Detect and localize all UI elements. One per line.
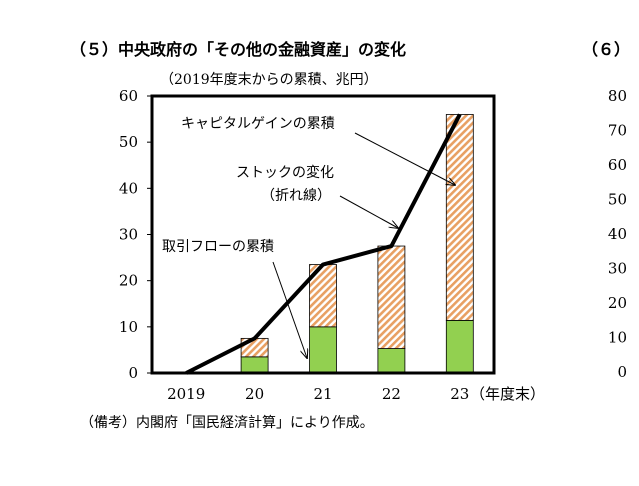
y-tick-label-6: 30 (608, 260, 627, 278)
x-tick-label: 23 (450, 385, 469, 403)
legend-stock-change-label: ストックの変化 (236, 164, 334, 181)
y-tick-label-6: 0 (617, 363, 627, 381)
y-tick-label: 50 (119, 133, 138, 151)
y-tick-label: 60 (119, 87, 138, 105)
annotation-arrow-flow (272, 261, 307, 358)
y-tick-label-6: 40 (608, 225, 627, 243)
y-tick-label-6: 20 (608, 294, 627, 312)
x-tick-label: 22 (382, 385, 401, 403)
stock-change-line (185, 113, 462, 375)
bar-flow (377, 348, 406, 374)
bar-flow (445, 319, 474, 374)
y-tick-label-6: 50 (608, 191, 627, 209)
bar-capital-gain (309, 264, 337, 328)
annotation-arrow-capital-gain (354, 132, 455, 185)
x-tick-label: 20 (245, 385, 264, 403)
y-tick-label-6: 10 (608, 329, 627, 347)
y-tick-label-6: 60 (608, 156, 627, 174)
chart-subtitle: （2019年度末からの累積、兆円） (160, 72, 378, 88)
chart-title: （５）中央政府の「その他の金融資産」の変化 (70, 40, 406, 59)
plot-area-6: 0 10 20 30 40 50 60 70 80 (608, 87, 627, 381)
legend-stock-change-sublabel: （折れ線） (261, 188, 331, 204)
y-tick-label-6: 80 (608, 87, 627, 105)
bar-flow (309, 326, 337, 374)
source-note: （備考）内閣府「国民経済計算」により作成。 (80, 415, 374, 431)
legend-capital-gain-label: キャピタルゲインの累積 (181, 116, 335, 132)
bar-flow (240, 356, 269, 374)
x-tick-label: 21 (313, 385, 332, 403)
bar-capital-gain (445, 114, 474, 321)
plot-area: 0 10 20 30 40 50 60 2019 20 21 22 23 (119, 87, 496, 403)
annotation-arrow-stock-change (339, 195, 398, 228)
y-tick-label: 0 (128, 364, 138, 382)
chart-6-title: （６） (582, 40, 630, 59)
y-tick-label-6: 70 (608, 122, 627, 140)
y-tick-label: 10 (119, 318, 138, 336)
y-tick-label: 20 (119, 272, 138, 290)
legend-flow-label: 取引フローの累積 (162, 239, 274, 255)
bar-capital-gain (377, 245, 406, 349)
x-tick-label: 2019 (167, 385, 205, 403)
y-tick-label: 30 (119, 226, 138, 244)
y-tick-label: 40 (119, 179, 138, 197)
x-axis-title: （年度末） (470, 385, 545, 403)
